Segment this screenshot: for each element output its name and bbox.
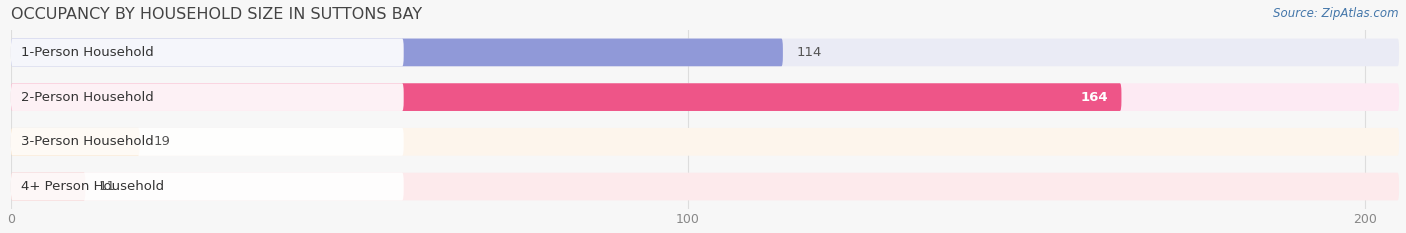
Text: 19: 19: [153, 135, 170, 148]
FancyBboxPatch shape: [11, 38, 404, 66]
Text: 1-Person Household: 1-Person Household: [21, 46, 153, 59]
FancyBboxPatch shape: [11, 173, 404, 200]
Text: 11: 11: [98, 180, 115, 193]
Text: 164: 164: [1080, 91, 1108, 104]
FancyBboxPatch shape: [11, 83, 1122, 111]
Text: 3-Person Household: 3-Person Household: [21, 135, 153, 148]
Text: Source: ZipAtlas.com: Source: ZipAtlas.com: [1274, 7, 1399, 20]
FancyBboxPatch shape: [11, 83, 404, 111]
FancyBboxPatch shape: [11, 38, 1399, 66]
Text: OCCUPANCY BY HOUSEHOLD SIZE IN SUTTONS BAY: OCCUPANCY BY HOUSEHOLD SIZE IN SUTTONS B…: [11, 7, 422, 22]
FancyBboxPatch shape: [11, 173, 86, 200]
Text: 114: 114: [796, 46, 821, 59]
FancyBboxPatch shape: [11, 83, 1399, 111]
FancyBboxPatch shape: [11, 128, 1399, 156]
Text: 4+ Person Household: 4+ Person Household: [21, 180, 165, 193]
Text: 2-Person Household: 2-Person Household: [21, 91, 153, 104]
FancyBboxPatch shape: [11, 128, 404, 156]
FancyBboxPatch shape: [11, 38, 783, 66]
FancyBboxPatch shape: [11, 128, 139, 156]
FancyBboxPatch shape: [11, 173, 1399, 200]
